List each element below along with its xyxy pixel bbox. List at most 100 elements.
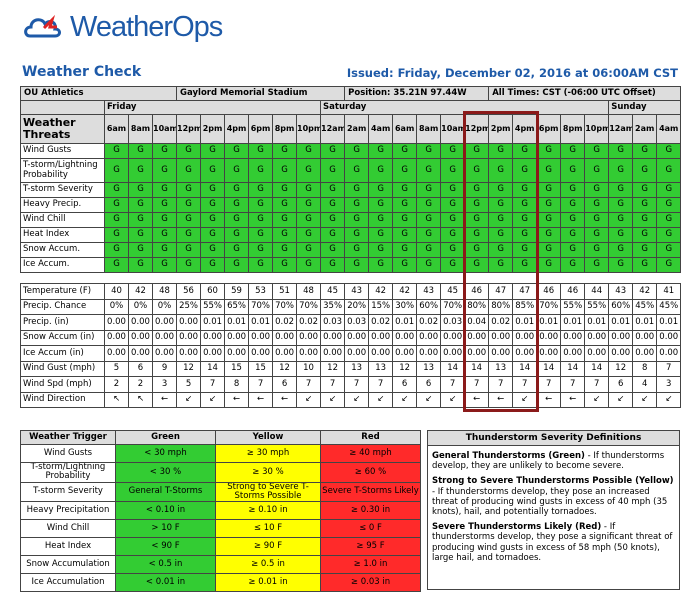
header-cell: Green — [115, 430, 216, 445]
threat-cell: G — [584, 143, 610, 159]
data-cell: 12 — [392, 360, 418, 377]
data-cell: 0.00 — [632, 329, 658, 346]
threat-cell: G — [416, 158, 442, 183]
data-cell: 6 — [128, 360, 153, 377]
data-cell: 7 — [560, 376, 586, 393]
threat-cell: G — [344, 227, 370, 243]
trigger-cell: ≥ 0.01 in — [215, 573, 321, 593]
data-cell: ↙ — [368, 391, 394, 408]
threat-cell: G — [200, 182, 226, 198]
data-cell: 0.00 — [560, 329, 586, 346]
time-cell: 10am — [440, 114, 466, 144]
threat-cell: G — [368, 212, 394, 228]
data-cell: 0.00 — [128, 329, 153, 346]
data-cell: 14 — [560, 360, 586, 377]
trigger-cell: ≥ 30 % — [215, 462, 321, 483]
data-cell: 60 — [200, 283, 226, 300]
threat-cell: G — [392, 212, 418, 228]
data-cell: 0.00 — [632, 345, 658, 362]
data-cell: 0.00 — [272, 329, 298, 346]
threat-cell: G — [584, 212, 610, 228]
data-cell: 0.00 — [416, 329, 442, 346]
data-cell: 0.00 — [344, 345, 370, 362]
threat-cell: G — [632, 227, 658, 243]
data-cell: 0.02 — [368, 314, 394, 331]
definition-heading: General Thunderstorms (Green) — [432, 451, 585, 461]
threats-label: Weather Threats — [20, 114, 105, 144]
threat-cell: G — [248, 182, 274, 198]
data-cell: 0.00 — [440, 329, 466, 346]
data-cell: 3 — [656, 376, 682, 393]
data-cell: 0.02 — [416, 314, 442, 331]
threat-cell: G — [560, 212, 586, 228]
trigger-cell: General T-Storms — [115, 481, 216, 503]
data-cell: 0.00 — [176, 314, 202, 331]
threat-cell: G — [248, 212, 274, 228]
row-label: Wind Spd (mph) — [20, 376, 105, 393]
row-label: Temperature (F) — [20, 283, 105, 300]
data-cell: 0.00 — [416, 345, 442, 362]
data-cell: 0.00 — [608, 329, 634, 346]
trigger-cell: ≥ 40 mph — [320, 444, 421, 463]
trigger-cell: Strong to Severe T-Storms Possible — [215, 481, 321, 503]
threat-cell: G — [560, 182, 586, 198]
data-cell: 0.01 — [608, 314, 634, 331]
data-cell: ↙ — [296, 391, 322, 408]
data-cell: 70% — [272, 298, 298, 315]
time-cell: 2pm — [200, 114, 226, 144]
info-cell: All Times: CST (-06:00 UTC Offset) — [488, 86, 682, 101]
data-cell: 5 — [104, 360, 129, 377]
blank-cell — [20, 100, 105, 115]
page-title: Weather Check — [22, 64, 142, 80]
data-row: Wind Gust (mph) 5 6 9 12 14 15 15 12 10 12 13 13 12 13… — [20, 360, 682, 377]
threat-cell: G — [632, 143, 658, 159]
threat-cell: G — [224, 158, 250, 183]
data-cell: 0.00 — [200, 345, 226, 362]
threat-cell: G — [320, 257, 346, 273]
definition: Strong to Severe Thunderstorms Possible … — [432, 476, 675, 517]
day-row: Friday Saturday Sunday — [20, 100, 682, 115]
logo: WeatherOps — [22, 10, 223, 44]
data-cell: ↙ — [416, 391, 442, 408]
data-cell: 12 — [176, 360, 202, 377]
data-cell: 59 — [224, 283, 250, 300]
data-cell: 0.01 — [392, 314, 418, 331]
threat-row: T-storm Severity G G G G G G G G G G G G G G G G G G G G G G G G — [20, 182, 682, 198]
data-cell: 43 — [608, 283, 634, 300]
threat-cell: G — [656, 242, 682, 258]
trigger-cell: < 0.10 in — [115, 501, 216, 521]
data-row: Temperature (F) 40 42 48 56 60 59 53 51 48 45 43 42 4… — [20, 283, 682, 300]
data-cell: 20% — [344, 298, 370, 315]
data-cell: 0.00 — [320, 329, 346, 346]
trigger-cell: ≥ 30 mph — [215, 444, 321, 463]
data-cell: 7 — [536, 376, 562, 393]
definition-text: - If thunderstorms develop, they pose an… — [432, 486, 668, 517]
data-cell: 45 — [440, 283, 466, 300]
threat-cell: G — [320, 143, 346, 159]
threat-cell: G — [224, 227, 250, 243]
threat-cell: G — [416, 143, 442, 159]
threat-cell: G — [368, 182, 394, 198]
data-cell: 0.00 — [656, 345, 682, 362]
data-cell: 13 — [368, 360, 394, 377]
threat-cell: G — [344, 257, 370, 273]
threat-cell: G — [272, 242, 298, 258]
day-cell: Sunday — [608, 100, 682, 115]
trigger-row: T-storm/Lightning Probability < 30 % ≥ 30 … — [20, 462, 421, 483]
time-row: Weather Threats 6am 8am 10am 12pm 2pm 4pm 6pm 8p… — [20, 114, 682, 144]
threat-cell: G — [151, 242, 178, 258]
time-cell: 10am — [151, 114, 178, 144]
threat-cell: G — [296, 143, 322, 159]
data-cell: 0% — [151, 298, 178, 315]
data-cell: 46 — [560, 283, 586, 300]
data-cell: 6 — [392, 376, 418, 393]
threat-cell: G — [488, 158, 514, 183]
trigger-cell: Wind Chill — [20, 519, 116, 539]
row-label: Wind Direction — [20, 391, 105, 408]
data-cell: 13 — [416, 360, 442, 377]
threat-row: Heavy Precip. G G G G G G G G G G G G G G G G G G G G G G G G — [20, 197, 682, 213]
data-row: Wind Spd (mph) 2 2 3 5 7 8 7 6 7 7 7 7 6 6 7 7 7 7 7 7 7 6 4 3 — [20, 376, 682, 393]
data-cell: 43 — [416, 283, 442, 300]
threat-cell: G — [584, 242, 610, 258]
threat-cell: G — [608, 227, 634, 243]
